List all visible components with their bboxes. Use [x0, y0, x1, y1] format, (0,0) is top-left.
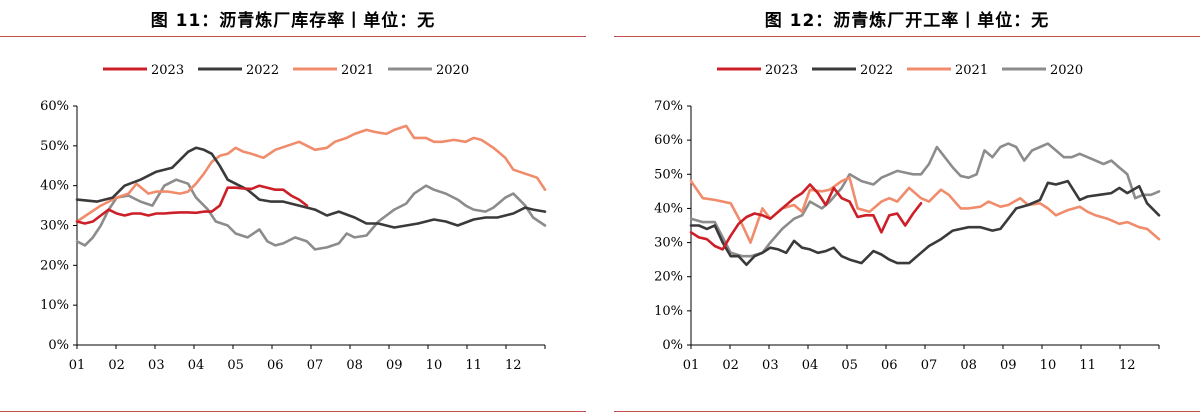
- x-tick-label: 09: [386, 358, 403, 373]
- series-line-2021: [689, 176, 1161, 244]
- x-tick-label: 03: [148, 358, 165, 373]
- x-tick-label: 10: [426, 358, 443, 373]
- legend-label-2022: 2022: [246, 63, 279, 78]
- x-tick-label: 03: [762, 358, 779, 373]
- x-tick-label: 05: [841, 358, 858, 373]
- x-tick-label: 11: [1079, 358, 1096, 373]
- y-tick-label: 30%: [654, 236, 683, 251]
- figure-12-title: 图 12：沥青炼厂开工率丨单位：无: [764, 11, 1050, 31]
- y-tick-label: 60%: [654, 133, 683, 148]
- legend-label-2023: 2023: [765, 63, 798, 78]
- figure-11-panel: 图 11：沥青炼厂库存率丨单位：无 0% 10% 20% 30% 40% 50% 60% 01…: [0, 0, 586, 418]
- y-tick-label: 50%: [40, 139, 69, 154]
- legend-label-2020: 2020: [1050, 63, 1083, 78]
- series-line-2022: [689, 179, 1161, 267]
- y-tick-label: 60%: [40, 99, 69, 114]
- x-tick-label: 08: [346, 358, 363, 373]
- y-tick-label: 10%: [40, 298, 69, 313]
- y-tick-label: 40%: [654, 201, 683, 216]
- legend-label-2020: 2020: [436, 63, 469, 78]
- x-tick-label: 09: [1000, 358, 1017, 373]
- legend-label-2021: 2021: [341, 63, 374, 78]
- x-tick-label: 06: [881, 358, 898, 373]
- y-tick-label: 70%: [654, 99, 683, 114]
- series-line-2020: [75, 178, 547, 251]
- y-tick-label: 0%: [662, 338, 683, 353]
- y-tick-label: 20%: [654, 270, 683, 285]
- x-tick-label: 04: [188, 358, 205, 373]
- x-tick-label: 04: [802, 358, 819, 373]
- x-tick-label: 01: [69, 358, 86, 373]
- x-tick-label: 10: [1040, 358, 1057, 373]
- legend-label-2022: 2022: [860, 63, 893, 78]
- y-tick-label: 50%: [654, 167, 683, 182]
- inventory-rate-chart: 0% 10% 20% 30% 40% 50% 60% 01 02 03 04 05 06 07 08 09 10…: [40, 63, 547, 373]
- x-tick-label: 12: [505, 358, 522, 373]
- y-tick-label: 40%: [40, 179, 69, 194]
- figure-11-title: 图 11：沥青炼厂库存率丨单位：无: [150, 11, 436, 31]
- x-tick-label: 02: [108, 358, 125, 373]
- y-tick-label: 20%: [40, 258, 69, 273]
- x-tick-label: 07: [307, 358, 324, 373]
- x-tick-label: 07: [921, 358, 938, 373]
- x-tick-label: 05: [227, 358, 244, 373]
- x-tick-label: 11: [465, 358, 482, 373]
- x-tick-label: 06: [267, 358, 284, 373]
- operating-rate-chart: 0% 10% 20% 30% 40% 50% 60% 70% 01 02 03 04 05 06 07 08 0…: [654, 63, 1161, 373]
- figure-12-panel: 图 12：沥青炼厂开工率丨单位：无 0% 10% 20% 30% 40% 50% 60% 70…: [614, 0, 1200, 418]
- y-tick-label: 30%: [40, 219, 69, 234]
- y-tick-label: 0%: [48, 338, 69, 353]
- x-tick-label: 12: [1119, 358, 1136, 373]
- x-tick-label: 02: [722, 358, 739, 373]
- legend-label-2023: 2023: [151, 63, 184, 78]
- figure-12-top-rule: [614, 36, 1200, 37]
- series-line-2020: [689, 142, 1161, 258]
- figure-11-bottom-rule: [0, 411, 586, 412]
- series-line-2021: [75, 124, 547, 223]
- legend-label-2021: 2021: [955, 63, 988, 78]
- x-tick-label: 08: [960, 358, 977, 373]
- series-line-2023: [689, 183, 923, 251]
- figure-12-bottom-rule: [614, 411, 1200, 412]
- series-line-2023: [75, 184, 309, 225]
- figure-11-top-rule: [0, 36, 586, 37]
- series-line-2022: [75, 146, 547, 229]
- y-tick-label: 10%: [654, 304, 683, 319]
- x-tick-label: 01: [683, 358, 700, 373]
